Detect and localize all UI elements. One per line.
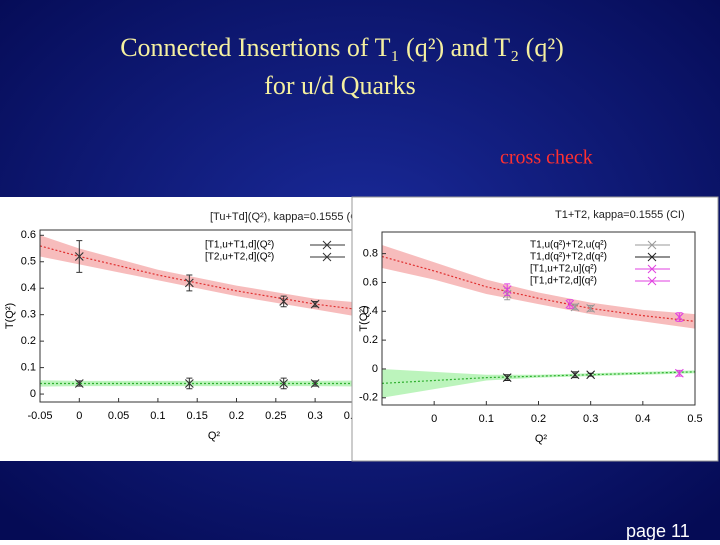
- slide-title: Connected Insertions of T₁ (q²) and T₂ (…: [120, 33, 564, 62]
- x-tick-label: 0.4: [635, 413, 650, 425]
- data-point: [310, 379, 320, 388]
- legend-label: [T1,d+T2,d](q²): [530, 276, 597, 287]
- data-point: [74, 379, 84, 388]
- data-point: [586, 370, 596, 380]
- data-point: [570, 302, 580, 312]
- y-axis-label: T(Q²): [358, 305, 370, 331]
- y-tick-label: 0.1: [21, 362, 36, 374]
- legend-swatch: [647, 276, 657, 286]
- x-tick-label: 0.5: [687, 413, 702, 425]
- legend-swatch: [647, 252, 657, 262]
- data-point: [565, 299, 575, 309]
- y-tick-label: 0: [30, 388, 36, 400]
- x-tick-label: 0.2: [229, 410, 244, 422]
- fit-band: [382, 368, 695, 398]
- fit-band: [40, 380, 375, 387]
- data-point: [570, 370, 580, 380]
- y-tick-label: 0.8: [363, 248, 378, 260]
- chart: [Tu+Td](Q²), kappa=0.1555 (CI) Q² T(Q²) -0.…: [4, 211, 375, 442]
- x-tick-label: 0.3: [583, 413, 598, 425]
- data-point: [674, 368, 684, 378]
- data-point: [502, 373, 512, 382]
- legend-label: [T1,u+T2,u](q²): [530, 264, 597, 275]
- legend-swatch: [647, 264, 657, 274]
- x-tick-label: 0: [431, 413, 437, 425]
- chart-title: T1+T2, kappa=0.1555 (CI): [555, 209, 685, 221]
- note: cross check: [500, 147, 593, 169]
- legend-label: [T1,u+T1,d](Q²): [205, 240, 274, 251]
- data-point: [502, 285, 512, 295]
- data-point: [279, 297, 289, 306]
- slide-title: for u/d Quarks: [264, 71, 416, 100]
- x-axis-label: Q²: [208, 430, 221, 442]
- x-tick-label: 0.2: [531, 413, 546, 425]
- legend-label: T1,u(q²)+T2,u(q²): [530, 240, 607, 251]
- chart: T1+T2, kappa=0.1555 (CI) Q² T(Q²) 0 0.1 0.2 0.…: [358, 209, 703, 445]
- data-point: [279, 379, 289, 388]
- legend-swatch: [322, 252, 332, 262]
- x-tick-label: 0: [76, 410, 82, 422]
- y-tick-label: -0.2: [359, 392, 378, 404]
- y-tick-label: 0.6: [363, 276, 378, 288]
- legend-label: T1,d(q²)+T2,d(q²): [530, 252, 607, 263]
- x-tick-label: 0.1: [150, 410, 165, 422]
- data-point: [586, 304, 596, 313]
- y-tick-label: 0: [372, 363, 378, 375]
- x-tick-label: 0.1: [479, 413, 494, 425]
- x-tick-label: 0.05: [108, 410, 129, 422]
- x-tick-label: 0.25: [265, 410, 286, 422]
- y-tick-label: 0.4: [363, 305, 378, 317]
- y-tick-label: 0.2: [363, 334, 378, 346]
- fit-band: [40, 235, 375, 320]
- chart-panel: [351, 196, 719, 462]
- y-axis-label: T(Q²): [4, 303, 16, 329]
- x-tick-label: 0.15: [186, 410, 207, 422]
- x-tick-label: 0.3: [307, 410, 322, 422]
- plot-frame: [39, 229, 375, 403]
- data-point: [74, 252, 84, 261]
- chart-panel: [0, 197, 375, 461]
- data-point: [310, 299, 320, 309]
- legend-label: [T2,u+T2,d](Q²): [205, 252, 274, 263]
- data-point: [674, 312, 684, 322]
- data-point: [184, 379, 194, 388]
- legend-swatch: [322, 240, 332, 250]
- y-tick-label: 0.3: [21, 309, 36, 321]
- fit-line: [39, 245, 375, 313]
- fit-band: [382, 244, 695, 329]
- y-tick-label: 0.2: [21, 335, 36, 347]
- x-axis-label: Q²: [535, 433, 548, 445]
- y-tick-label: 0.4: [21, 282, 36, 294]
- y-tick-label: 0.6: [21, 229, 36, 241]
- page-number: page 11: [626, 521, 690, 540]
- chart-title: [Tu+Td](Q²), kappa=0.1555 (CI): [210, 211, 365, 223]
- fit-line: [381, 371, 696, 384]
- y-tick-label: 0.5: [21, 256, 36, 268]
- x-tick-label: -0.05: [27, 410, 52, 422]
- data-point: [184, 278, 194, 288]
- legend-swatch: [647, 240, 657, 250]
